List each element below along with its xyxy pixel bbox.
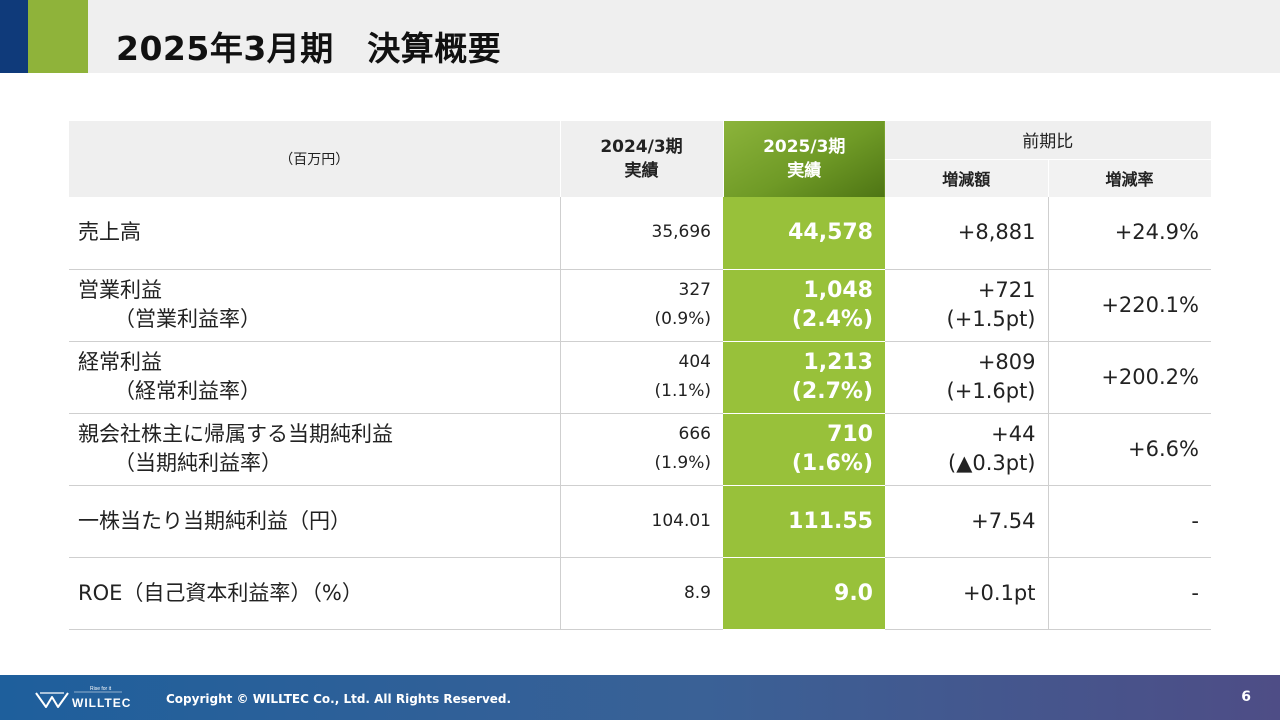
change-value: +721 (+1.5pt): [885, 269, 1048, 342]
rate-value: -: [1047, 485, 1211, 558]
row-sub-label: （経常利益率）: [114, 379, 261, 403]
row-label: 親会社株主に帰属する当期純利益 （当期純利益率）: [69, 413, 560, 486]
row-label-text: 一株当たり当期純利益（円）: [78, 508, 351, 533]
change-value: +8,881: [885, 197, 1048, 270]
cur-period-header: 2025/3期 実績: [723, 121, 885, 197]
table-row: 親会社株主に帰属する当期純利益 （当期純利益率） 666 (1.9%) 710 …: [69, 413, 1211, 486]
cur-value: 9.0: [723, 557, 885, 630]
cur-value: 44,578: [723, 197, 885, 270]
cur-sub: (1.6%): [791, 451, 873, 476]
row-sub-label: （営業利益率）: [114, 307, 261, 331]
copyright-text: Copyright © WILLTEC Co., Ltd. All Rights…: [166, 692, 512, 706]
willtec-logo: Rise for it WILLTEC: [35, 686, 131, 710]
rate-value: +200.2%: [1047, 341, 1211, 414]
change-sub: (▲0.3pt): [948, 451, 1036, 475]
row-label: 売上高: [69, 197, 560, 270]
change-sub: (+1.5pt): [946, 307, 1036, 331]
cur-main: 1,048: [803, 278, 873, 303]
row-label-text: 親会社株主に帰属する当期純利益: [78, 422, 393, 446]
financial-summary-table: （百万円） 2024/3期 実績 2025/3期 実績 前期比 増減額 増減率 …: [69, 121, 1212, 630]
comparison-header: 前期比: [885, 121, 1212, 159]
cur-period-header-line1: 2025/3期: [763, 137, 846, 157]
change-rate-header: 増減率: [1048, 158, 1212, 197]
prev-main: 327: [678, 280, 711, 300]
cur-main: 1,213: [803, 350, 873, 375]
table-row: 一株当たり当期純利益（円） 104.01 111.55 +7.54 -: [69, 485, 1211, 558]
prev-value: 35,696: [559, 197, 723, 270]
prev-main: 666: [678, 424, 711, 444]
prev-period-header: 2024/3期 実績: [560, 121, 724, 197]
change-main: +721: [977, 278, 1036, 302]
cur-period-header-line2: 実績: [787, 161, 822, 181]
cur-sub: (2.4%): [791, 307, 873, 332]
row-label: 営業利益 （営業利益率）: [69, 269, 560, 342]
row-label-text: 営業利益: [78, 278, 162, 302]
row-label-text: ROE（自己資本利益率）（%）: [78, 580, 363, 605]
cur-sub: (2.7%): [791, 379, 873, 404]
table-row: 売上高 35,696 44,578 +8,881 +24.9%: [69, 197, 1211, 270]
unit-header: （百万円）: [69, 121, 561, 197]
change-value: +44 (▲0.3pt): [885, 413, 1048, 486]
row-label: 経常利益 （経常利益率）: [69, 341, 560, 414]
change-amount-header: 増減額: [885, 158, 1049, 197]
slide-title: 2025年3月期 決算概要: [116, 29, 502, 68]
prev-value: 104.01: [559, 485, 723, 558]
prev-value: 404 (1.1%): [559, 341, 723, 414]
change-sub: (+1.6pt): [946, 379, 1036, 403]
rate-value: +220.1%: [1047, 269, 1211, 342]
cur-value: 111.55: [723, 485, 885, 558]
row-label-text: 経常利益: [78, 350, 162, 374]
cur-value: 710 (1.6%): [723, 413, 885, 486]
row-label: 一株当たり当期純利益（円）: [69, 485, 560, 558]
table-row: 営業利益 （営業利益率） 327 (0.9%) 1,048 (2.4%) +72…: [69, 269, 1211, 342]
slide-footer: Rise for it WILLTEC Copyright © WILLTEC …: [0, 675, 1280, 720]
row-sub-label: （当期純利益率）: [114, 451, 282, 475]
rate-value: -: [1047, 557, 1211, 630]
svg-text:WILLTEC: WILLTEC: [72, 696, 131, 710]
table-row: ROE（自己資本利益率）（%） 8.9 9.0 +0.1pt -: [69, 557, 1211, 630]
prev-sub: (0.9%): [654, 309, 711, 329]
header-accent-green: [28, 0, 88, 73]
svg-text:Rise for it: Rise for it: [90, 686, 112, 692]
row-label-text: 売上高: [78, 220, 141, 245]
cur-value: 1,213 (2.7%): [723, 341, 885, 414]
prev-main: 404: [678, 352, 711, 372]
cur-main: 710: [827, 422, 873, 447]
prev-period-header-line2: 実績: [624, 161, 659, 181]
change-main: +809: [977, 350, 1036, 374]
prev-value: 666 (1.9%): [559, 413, 723, 486]
rate-value: +6.6%: [1047, 413, 1211, 486]
change-value: +7.54: [885, 485, 1048, 558]
row-label: ROE（自己資本利益率）（%）: [69, 557, 560, 630]
page-number: 6: [1241, 689, 1251, 705]
cur-value: 1,048 (2.4%): [723, 269, 885, 342]
header-accent-blue: [0, 0, 28, 73]
prev-sub: (1.1%): [654, 381, 711, 401]
change-value: +809 (+1.6pt): [885, 341, 1048, 414]
prev-value: 327 (0.9%): [559, 269, 723, 342]
prev-period-header-line1: 2024/3期: [600, 137, 683, 157]
prev-sub: (1.9%): [654, 453, 711, 473]
change-main: +44: [991, 422, 1036, 446]
table-row: 経常利益 （経常利益率） 404 (1.1%) 1,213 (2.7%) +80…: [69, 341, 1211, 414]
change-value: +0.1pt: [885, 557, 1048, 630]
rate-value: +24.9%: [1047, 197, 1211, 270]
slide-header: 2025年3月期 決算概要: [0, 0, 1280, 73]
prev-value: 8.9: [559, 557, 723, 630]
